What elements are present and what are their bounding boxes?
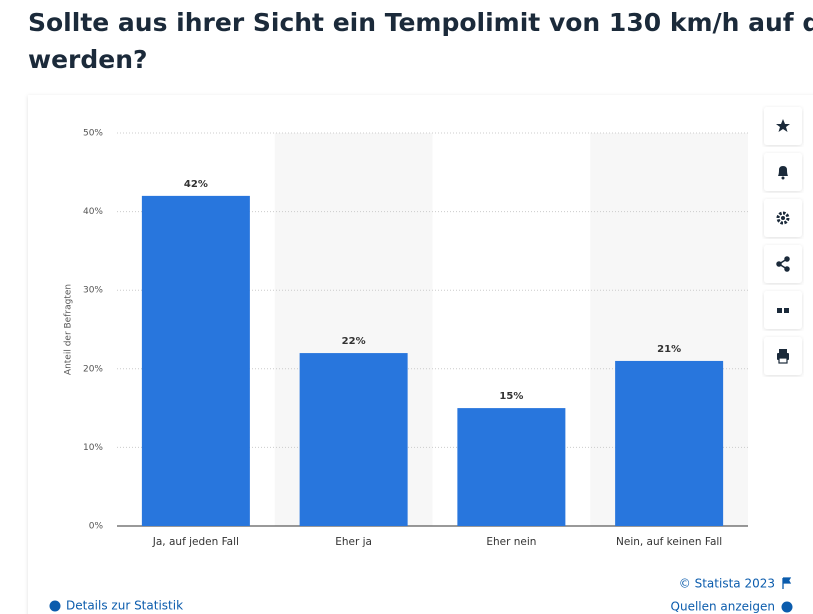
- y-axis-label: Anteil der Befragten: [64, 284, 74, 375]
- copyright[interactable]: © Statista 2023: [679, 577, 775, 591]
- bar: [615, 360, 724, 526]
- value-label: 15%: [499, 391, 523, 402]
- details-link[interactable]: Details zur Statistik: [66, 599, 183, 613]
- sources-link[interactable]: Quellen anzeigen: [671, 600, 775, 614]
- x-tick-label: Ja, auf jeden Fall: [152, 536, 239, 548]
- info-icon: [781, 601, 793, 613]
- x-tick-label: Eher nein: [486, 536, 536, 548]
- y-tick-label: 20%: [83, 364, 103, 374]
- bar: [457, 408, 566, 526]
- bar: [141, 195, 250, 526]
- print-button[interactable]: [764, 337, 802, 375]
- info-icon: [49, 600, 61, 612]
- y-tick-label: 30%: [83, 286, 103, 296]
- favorite-button[interactable]: [764, 107, 802, 145]
- y-tick-label: 0%: [89, 522, 104, 532]
- value-label: 21%: [657, 344, 681, 355]
- value-label: 42%: [184, 179, 208, 190]
- share-button[interactable]: [764, 245, 802, 283]
- y-tick-label: 40%: [83, 207, 103, 217]
- toolbar: [764, 107, 802, 375]
- flag-icon: [782, 577, 792, 589]
- y-tick-label: 10%: [83, 443, 103, 453]
- bar: [299, 353, 408, 526]
- x-tick-label: Nein, auf keinen Fall: [616, 536, 722, 548]
- page-title: Sollte aus ihrer Sicht ein Tempolimit vo…: [28, 4, 813, 78]
- title-line: Sollte aus ihrer Sicht ein Tempolimit vo…: [28, 8, 813, 37]
- x-tick-label: Eher ja: [335, 536, 372, 548]
- settings-button[interactable]: [764, 199, 802, 237]
- alert-button[interactable]: [764, 153, 802, 191]
- title-line: werden?: [28, 45, 148, 74]
- value-label: 22%: [342, 336, 366, 347]
- cite-button[interactable]: [764, 291, 802, 329]
- y-tick-label: 50%: [83, 129, 103, 139]
